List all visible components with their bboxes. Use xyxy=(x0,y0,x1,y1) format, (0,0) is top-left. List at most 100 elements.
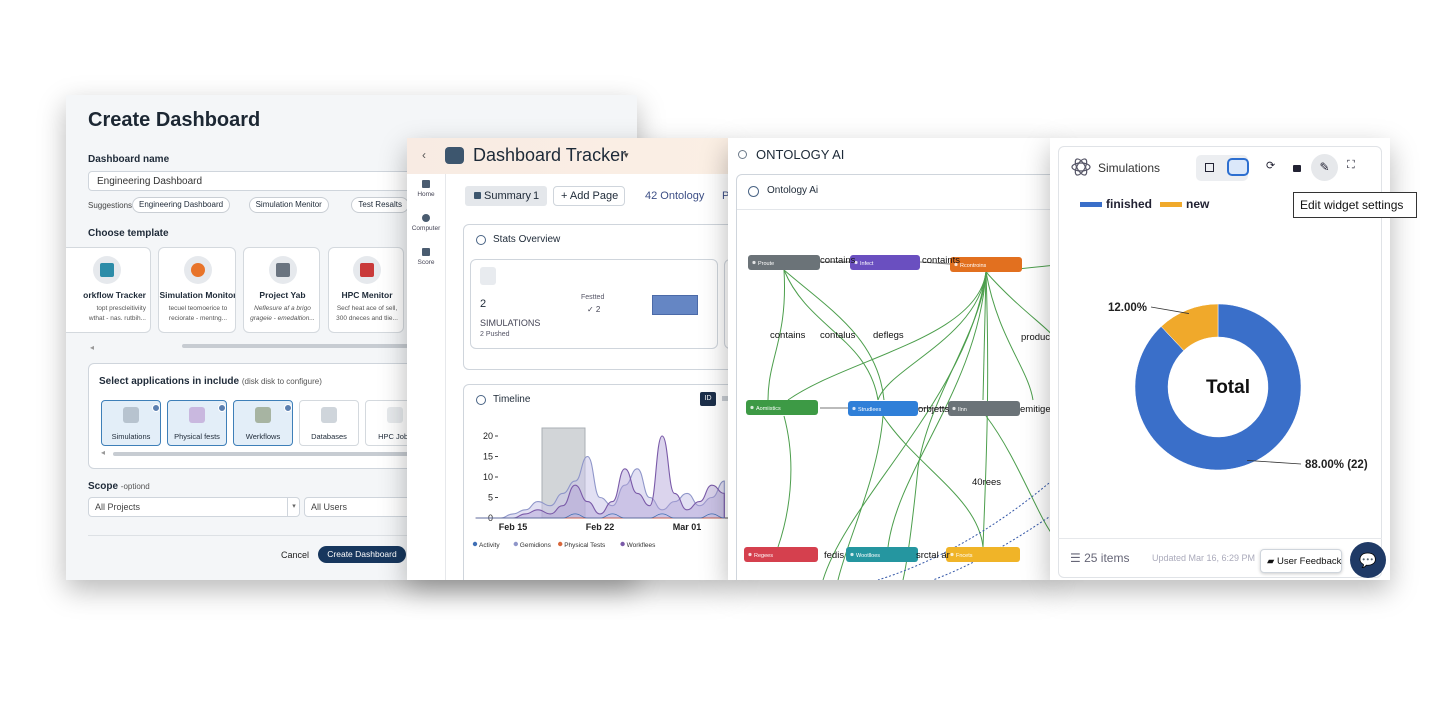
more-tab[interactable]: P xyxy=(722,190,730,202)
template-card[interactable]: HPC Menitor Secf heat ace of sell, 300 dne… xyxy=(328,247,404,333)
graph-node xyxy=(946,547,1020,562)
card-icon xyxy=(476,395,486,405)
feedback-icon: ▰ xyxy=(1267,556,1277,567)
template-card[interactable]: orkflow Tracker topt prescleitiviity wthat… xyxy=(66,247,151,333)
table-view-button[interactable] xyxy=(1205,163,1214,172)
graph-card: Ontology Ai xyxy=(736,174,1055,580)
users-select[interactable]: All Users xyxy=(304,497,424,517)
feedback-text: User Feedback xyxy=(1276,556,1342,567)
scope-title: Scope xyxy=(88,481,119,492)
node-label: Aomiistics xyxy=(756,406,781,412)
list-icon: ☰ xyxy=(1070,551,1085,565)
back-button[interactable]: ‹ xyxy=(422,148,426,162)
id-badge[interactable]: ID xyxy=(700,392,716,406)
divider xyxy=(1058,538,1382,539)
edge-label: fedis xyxy=(824,550,844,561)
app-tile[interactable]: Simulations xyxy=(101,400,161,446)
nav-label[interactable]: Computer xyxy=(411,225,441,232)
lock-button[interactable] xyxy=(1293,165,1301,172)
graph-edge-dotted xyxy=(877,477,1055,580)
apps-label: Select applications in include (disk dis… xyxy=(99,376,322,387)
expand-button[interactable]: ⛶ xyxy=(1347,159,1355,171)
graph-edge xyxy=(985,271,1034,401)
divider xyxy=(737,209,1055,210)
graph-node xyxy=(848,401,918,416)
suggestion-chip[interactable]: Simulation Menitor xyxy=(248,197,329,213)
apps-title: Select applications in include xyxy=(99,376,240,387)
chart-view-button[interactable] xyxy=(1227,158,1249,176)
edge-label: emitigen xyxy=(1020,404,1055,415)
apps-hint: (disk disk to configure) xyxy=(241,377,322,386)
donut-slice xyxy=(1134,303,1302,471)
app-tile[interactable]: Physical fests xyxy=(167,400,227,446)
node-label: Infect xyxy=(860,261,874,267)
nav-label[interactable]: Home xyxy=(417,191,435,198)
tab-count: 1 xyxy=(533,190,540,202)
button-label: + Add Page xyxy=(561,190,619,202)
nav-icon[interactable] xyxy=(422,214,430,222)
template-description: grageie - emedaltion... xyxy=(250,315,315,322)
graph-edge xyxy=(887,271,987,548)
template-card[interactable]: Project Yab Neflesure af a brigo grageie -… xyxy=(243,247,320,333)
add-page-button[interactable]: + Add Page xyxy=(553,186,625,206)
graph-node xyxy=(746,400,818,415)
legend-swatch xyxy=(1080,202,1102,207)
suggestion-chip[interactable]: Test Resalts xyxy=(351,197,409,213)
card-icon xyxy=(476,235,486,245)
input-value: Engineering Dashboard xyxy=(97,176,203,187)
projects-select[interactable]: All Projects ▾ xyxy=(88,497,300,517)
create-button[interactable]: Create Dashboard xyxy=(318,546,406,563)
template-card[interactable]: Simulation Monitor tecuel teomoerice to re… xyxy=(158,247,236,333)
timeline-card: Timeline ID xyxy=(463,384,730,580)
status-label: Festted xyxy=(581,294,605,301)
title-caret[interactable]: ▾ xyxy=(624,150,629,160)
summary-tab[interactable]: Summary 1 xyxy=(465,186,547,206)
slice-label: 12.00% xyxy=(1108,302,1147,314)
legend-label: Physical Tests xyxy=(564,542,606,549)
node-label: Fncets xyxy=(956,553,973,559)
suggestion-chip[interactable]: Engineering Dashboard xyxy=(132,197,231,213)
select-caret: ▾ xyxy=(287,498,300,516)
cancel-button[interactable]: Cancel xyxy=(281,550,310,560)
scope-label: Scope -optiond xyxy=(88,481,150,492)
app-tile[interactable]: Werkflows xyxy=(233,400,293,446)
donut-center-label: Total xyxy=(1206,377,1250,398)
template-description: Secf heat ace of sell, xyxy=(336,305,398,312)
scrollbar[interactable] xyxy=(113,452,573,456)
scroll-arrow[interactable]: ◂ xyxy=(90,343,95,352)
nav-icon[interactable] xyxy=(422,248,430,256)
edge-label: contains xyxy=(820,255,856,266)
chat-button[interactable]: 💬 xyxy=(1350,542,1386,578)
graph-edge xyxy=(919,261,951,265)
x-tick-label: Feb 22 xyxy=(586,522,615,532)
legend-swatch xyxy=(513,541,518,547)
node-dot xyxy=(752,260,756,265)
area-series xyxy=(475,513,725,519)
app-name: Simulations xyxy=(111,432,151,441)
node-label: Rcontroins xyxy=(960,263,987,269)
edit-button[interactable]: ✎ xyxy=(1311,154,1338,181)
graph-node xyxy=(850,255,920,270)
ontology-tab[interactable]: 42 Ontology xyxy=(645,190,705,202)
widget-card xyxy=(1058,146,1382,578)
app-icon xyxy=(123,407,139,423)
x-tick-label: Feb 15 xyxy=(499,522,528,532)
legend-label: Workflees xyxy=(627,542,657,549)
scrollbar[interactable] xyxy=(182,344,482,348)
scroll-arrow[interactable]: ◂ xyxy=(101,448,106,457)
page-title: Dashboard Tracker xyxy=(473,145,627,165)
y-tick-label: 20 xyxy=(483,431,493,441)
template-description: 300 dneces and tlie... xyxy=(336,315,398,322)
nav-icon[interactable] xyxy=(422,180,430,188)
nav-label[interactable]: Score xyxy=(417,259,435,266)
status-value: ✓ 2 xyxy=(587,305,601,314)
donut-slice xyxy=(1160,303,1219,351)
app-name: Werkflows xyxy=(245,432,281,441)
app-tile[interactable]: Databases xyxy=(299,400,359,446)
card-icon xyxy=(748,186,759,197)
toggle[interactable] xyxy=(722,396,730,401)
refresh-button[interactable]: ⟳ xyxy=(1266,160,1276,172)
feedback-button[interactable]: ▰ User Feedback xyxy=(1260,549,1342,573)
graph-edge-dotted xyxy=(932,512,1055,580)
donut-chart: 88.00% (22) 12.00% Total xyxy=(1108,302,1368,471)
